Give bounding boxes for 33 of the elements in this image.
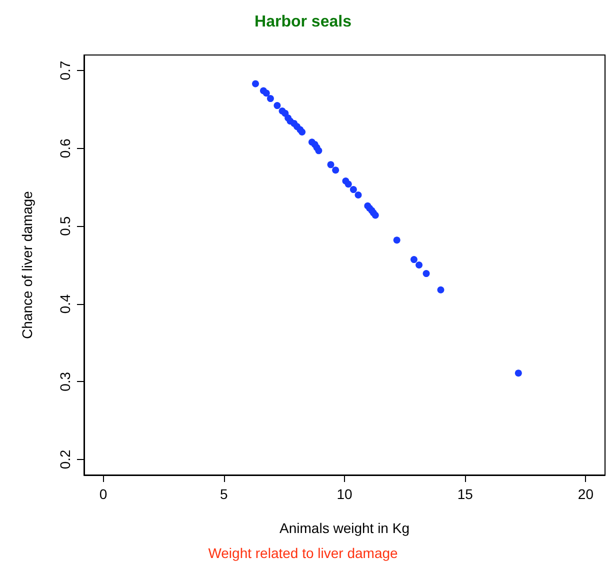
x-tick-label: 20: [578, 486, 594, 502]
point: [252, 80, 259, 88]
point: [372, 212, 379, 219]
point: [354, 192, 362, 198]
point: [393, 236, 400, 244]
y-tick-label: 0.2: [57, 450, 73, 470]
point: [274, 102, 281, 110]
y-tick-label: 0.4: [57, 294, 73, 314]
point: [416, 262, 423, 268]
x-tick-label: 10: [336, 486, 352, 502]
point: [266, 95, 274, 102]
x-tick-label: 0: [99, 486, 108, 502]
chart-title: Harbor seals: [254, 14, 352, 30]
x-tick-label: 15: [457, 486, 474, 502]
x-tick-label: 5: [220, 486, 228, 502]
point: [327, 161, 334, 168]
point: [410, 256, 418, 264]
y-tick-label: 0.7: [57, 60, 73, 80]
point: [315, 147, 322, 154]
point: [350, 186, 357, 194]
point: [514, 370, 522, 377]
point: [332, 166, 340, 174]
point: [437, 286, 444, 294]
point: [422, 270, 430, 278]
point: [262, 90, 270, 97]
y-tick-label: 0.5: [57, 216, 73, 236]
point: [298, 128, 306, 136]
text: Weight related to liver damage: [208, 545, 398, 561]
point: [344, 180, 352, 188]
y-tick-label: 0.6: [57, 138, 73, 158]
x-axis-title: Animals weight in Kg: [280, 520, 410, 536]
y-axis-title: Chance of liver damage: [19, 190, 35, 339]
y-tick-label: 0.3: [57, 372, 73, 392]
